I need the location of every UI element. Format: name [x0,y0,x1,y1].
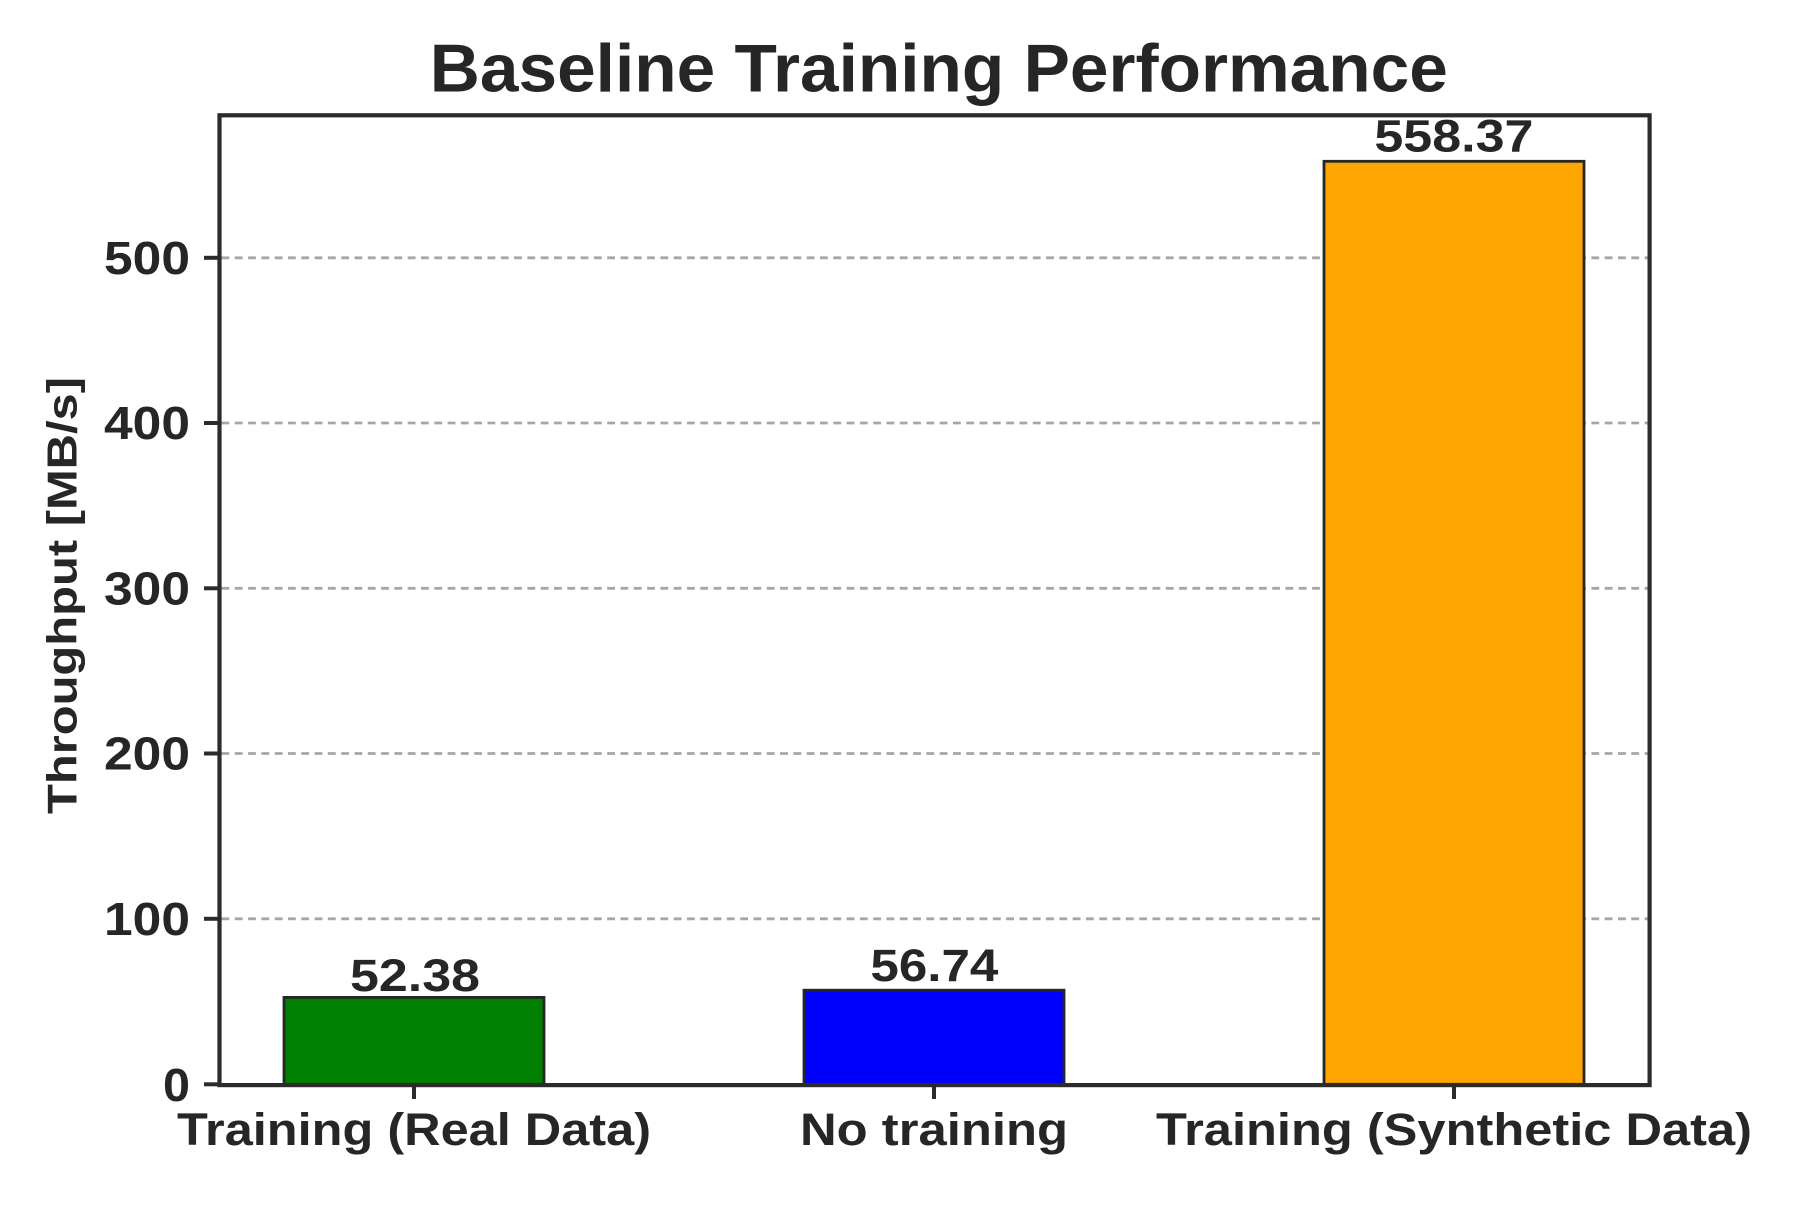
svg-text:0: 0 [163,1059,190,1111]
svg-text:500: 500 [104,232,190,284]
svg-text:No training: No training [800,1104,1068,1155]
svg-text:Baseline Training Performance: Baseline Training Performance [430,31,1448,107]
svg-text:558.37: 558.37 [1374,111,1533,162]
svg-text:52.38: 52.38 [350,950,480,1001]
svg-text:200: 200 [104,728,190,780]
svg-text:400: 400 [104,397,190,449]
svg-text:100: 100 [104,893,190,945]
svg-text:Throughput [MB/s]: Throughput [MB/s] [39,377,86,814]
svg-text:56.74: 56.74 [870,940,998,991]
svg-text:300: 300 [104,563,190,615]
svg-text:Training (Synthetic Data): Training (Synthetic Data) [1156,1104,1752,1155]
svg-text:Training (Real Data): Training (Real Data) [177,1104,651,1155]
